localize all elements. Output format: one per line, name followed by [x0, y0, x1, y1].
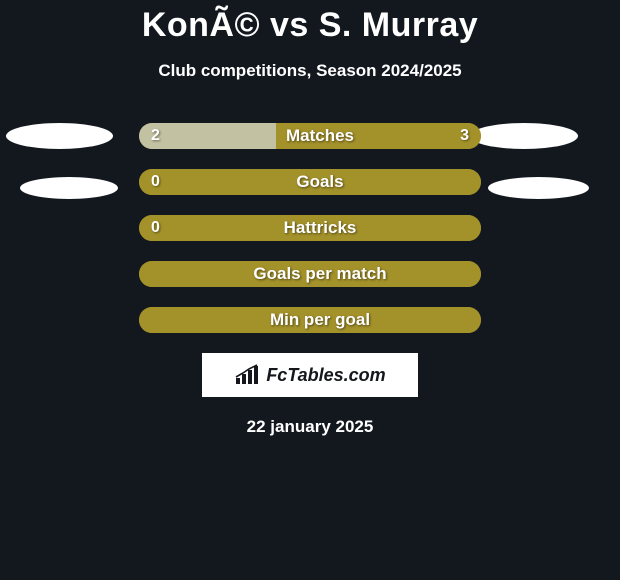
player-right-marks	[490, 123, 600, 199]
stat-value-left	[139, 307, 163, 333]
stat-value-left: 2	[139, 123, 172, 149]
stat-value-left: 0	[139, 169, 172, 195]
stat-value-left: 0	[139, 215, 172, 241]
date-line: 22 january 2025	[0, 417, 620, 437]
brand-logo-inner: FcTables.com	[234, 364, 385, 386]
oval-icon	[470, 123, 578, 149]
bars-icon	[234, 364, 264, 386]
stat-value-right: 3	[448, 123, 481, 149]
player-left-marks	[6, 123, 116, 199]
stat-row-matches: 2 Matches 3	[139, 123, 481, 149]
stat-row-goals: 0 Goals	[139, 169, 481, 195]
brand-logo-text: FcTables.com	[266, 365, 385, 386]
brand-logo[interactable]: FcTables.com	[202, 353, 418, 397]
oval-icon	[488, 177, 589, 199]
stat-fill-right	[139, 307, 481, 333]
oval-icon	[20, 177, 118, 199]
stat-value-right	[457, 261, 481, 287]
stat-row-min-per-goal: Min per goal	[139, 307, 481, 333]
stat-value-left	[139, 261, 163, 287]
stat-fill-right	[139, 169, 481, 195]
stat-rows: 2 Matches 3 0 Goals 0 Hattricks	[139, 123, 481, 333]
comparison-widget: KonÃ© vs S. Murray Club competitions, Se…	[0, 0, 620, 437]
stat-fill-right	[139, 215, 481, 241]
stats-area: 2 Matches 3 0 Goals 0 Hattricks	[0, 123, 620, 437]
stat-row-goals-per-match: Goals per match	[139, 261, 481, 287]
subtitle: Club competitions, Season 2024/2025	[0, 61, 620, 81]
stat-value-right	[457, 215, 481, 241]
stat-value-right	[457, 169, 481, 195]
stat-fill-right	[139, 261, 481, 287]
oval-icon	[6, 123, 113, 149]
page-title: KonÃ© vs S. Murray	[0, 6, 620, 45]
stat-row-hattricks: 0 Hattricks	[139, 215, 481, 241]
stat-value-right	[457, 307, 481, 333]
